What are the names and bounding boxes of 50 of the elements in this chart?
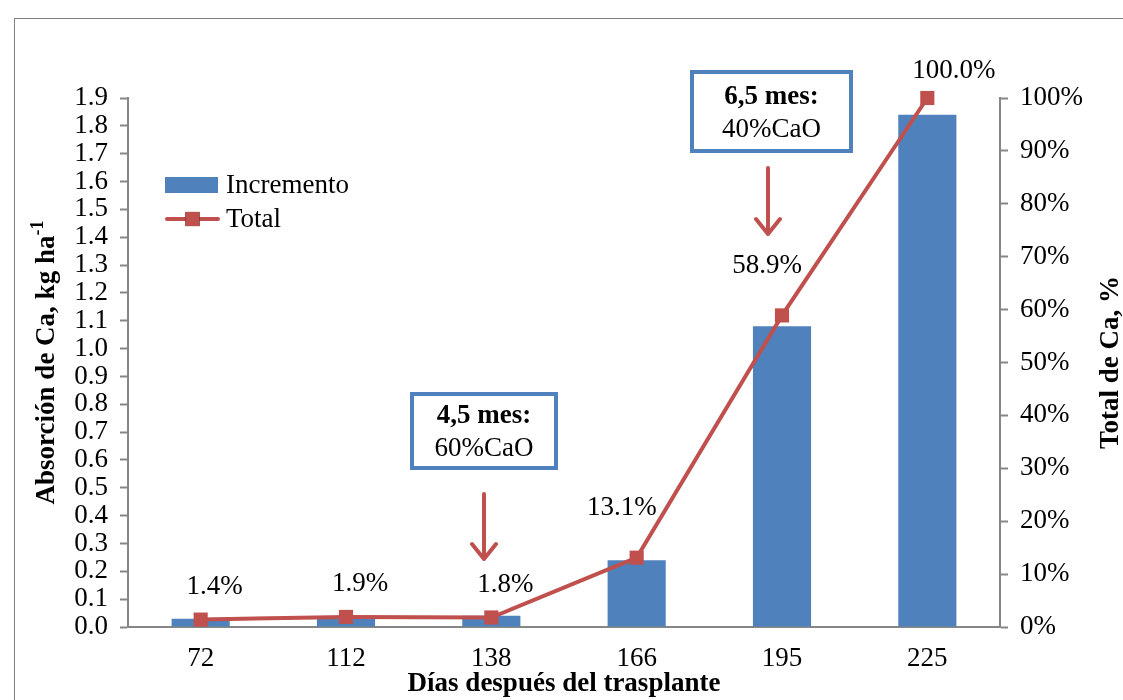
- data-label: 100.0%: [912, 54, 996, 85]
- y-tick-label: 0.1: [74, 582, 108, 613]
- data-label: 1.4%: [186, 569, 243, 600]
- y2-tick-label: 70%: [1020, 239, 1070, 270]
- y-tick-label: 0.7: [74, 415, 108, 446]
- bar: [752, 326, 812, 627]
- y-tick-label: 1.7: [74, 136, 108, 167]
- x-tick-label: 225: [907, 642, 948, 673]
- x-tick-label: 72: [187, 642, 215, 673]
- y2-tick-label: 50%: [1020, 345, 1070, 376]
- y2-tick-label: 90%: [1020, 133, 1070, 164]
- y2-axis-title: Total de Ca, %: [1093, 275, 1123, 450]
- x-tick-label: 195: [761, 642, 803, 673]
- y-tick-label: 1.6: [74, 164, 108, 195]
- annotation: 4,5 mes: 60%CaO: [433, 398, 535, 464]
- bar: [607, 560, 666, 627]
- y-tick-label: 1.0: [74, 331, 108, 362]
- point: [484, 610, 499, 625]
- x-tick-label: 112: [326, 642, 366, 673]
- data-label: 1.9%: [331, 567, 389, 598]
- y2-tick-label: 40%: [1020, 398, 1070, 429]
- point: [629, 550, 644, 565]
- legend-label: Incremento: [226, 169, 349, 200]
- point: [193, 612, 208, 627]
- y-axis-title: Absorción de Ca, kg ha-1: [27, 220, 60, 505]
- y-tick-label: 0.3: [74, 526, 108, 557]
- y-tick-label: 1.1: [74, 303, 108, 334]
- point: [920, 90, 935, 106]
- y-tick-label: 0.4: [74, 498, 109, 529]
- y-tick-label: 0.8: [74, 387, 108, 418]
- annotation: 6,5 mes: 40%CaO: [721, 78, 822, 145]
- y-tick-label: 0.2: [74, 554, 108, 585]
- y2-tick-label: 0%: [1020, 610, 1056, 641]
- y-tick-label: 0.0: [74, 610, 108, 641]
- y-tick-label: 1.5: [74, 192, 108, 223]
- data-label: 13.1%: [586, 490, 657, 521]
- y2-tick-label: 20%: [1020, 504, 1070, 535]
- point: [338, 609, 354, 625]
- legend-label: Total: [226, 203, 282, 234]
- y2-tick-label: 30%: [1020, 451, 1070, 482]
- y2-tick-label: 60%: [1020, 292, 1070, 323]
- y2-tick-label: 100%: [1020, 81, 1083, 112]
- data-label: 1.8%: [477, 567, 534, 598]
- y-tick-label: 0.9: [74, 359, 108, 390]
- y-tick-label: 1.4: [74, 220, 109, 251]
- point: [774, 308, 790, 323]
- bar: [898, 114, 957, 627]
- y2-tick-label: 10%: [1020, 557, 1070, 588]
- y2-tick-label: 80%: [1020, 186, 1070, 217]
- data-label: 58.9%: [732, 248, 802, 279]
